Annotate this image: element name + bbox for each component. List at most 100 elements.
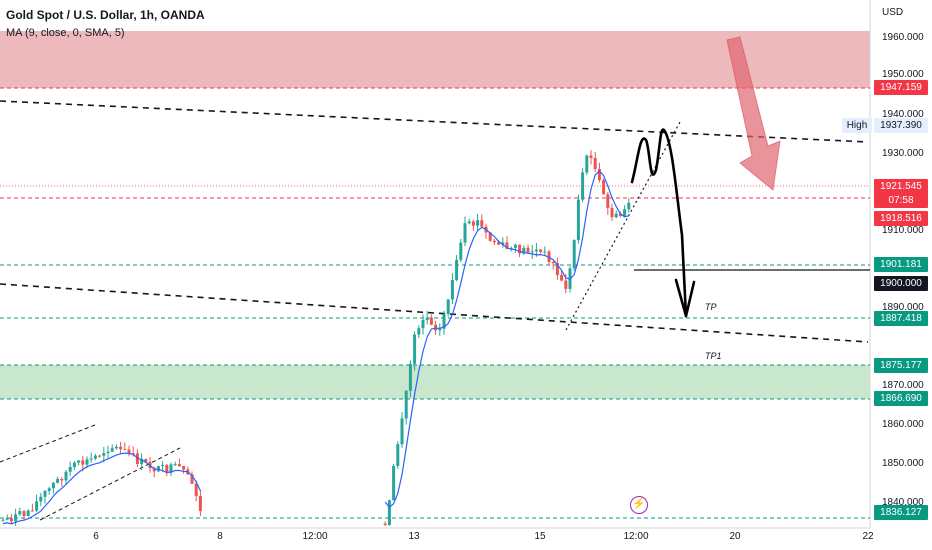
candle-body xyxy=(488,232,492,241)
time-tick: 8 xyxy=(217,531,223,542)
candle-body xyxy=(140,458,144,464)
candle-body xyxy=(400,418,404,445)
candle-body xyxy=(593,157,597,169)
tp1-label[interactable]: TP1 xyxy=(705,351,722,361)
candle-body xyxy=(602,180,606,195)
time-tick: 13 xyxy=(408,531,420,542)
candle-body xyxy=(5,518,9,520)
candle-body xyxy=(165,464,169,473)
resistance-zone[interactable] xyxy=(0,31,870,88)
price-tick: 1950.000 xyxy=(882,69,924,80)
candle-body xyxy=(518,244,522,254)
candle-body xyxy=(85,459,89,465)
candle-body xyxy=(572,240,576,269)
candle-body xyxy=(56,478,60,483)
candle-body xyxy=(30,510,34,512)
left-channel-lower[interactable] xyxy=(39,447,181,521)
candle-body xyxy=(144,458,148,462)
price-badge-1875[interactable]: 1875.177 xyxy=(874,358,928,373)
candle-body xyxy=(627,202,631,210)
candle-body xyxy=(543,251,547,253)
price-badge-1947[interactable]: 1947.159 xyxy=(874,80,928,95)
indicator-label[interactable]: MA (9, close, 0, SMA, 5) xyxy=(6,27,125,39)
candle-body xyxy=(526,247,530,253)
price-tick: 1850.000 xyxy=(882,458,924,469)
candle-body xyxy=(64,471,68,481)
candle-body xyxy=(471,221,475,226)
high-price-badge[interactable]: 1937.390 xyxy=(874,118,928,133)
channel-lower-line[interactable] xyxy=(0,283,869,343)
candle-body xyxy=(114,446,118,449)
candle-body xyxy=(610,207,614,218)
price-badge-1918[interactable]: 1918.516 xyxy=(874,211,928,226)
time-tick: 12:00 xyxy=(623,531,649,542)
candle-body xyxy=(623,209,627,216)
tp-label[interactable]: TP xyxy=(705,302,717,312)
symbol-title[interactable]: Gold Spot / U.S. Dollar, 1h, OANDA xyxy=(6,8,205,22)
candle-body xyxy=(450,280,454,300)
last-price-badge[interactable]: 1921.545 xyxy=(874,179,928,194)
candle-body xyxy=(560,274,564,281)
candle-body xyxy=(387,500,391,526)
candle-body xyxy=(530,251,534,253)
price-tick: 1840.000 xyxy=(882,497,924,508)
price-badge-1901[interactable]: 1901.181 xyxy=(874,257,928,272)
candle-body xyxy=(564,280,568,289)
candle-body xyxy=(47,488,51,492)
candle-body xyxy=(1,519,5,521)
projection-path[interactable] xyxy=(630,128,688,318)
candle-body xyxy=(51,482,55,489)
candle-body xyxy=(93,455,97,459)
candle-body xyxy=(198,496,202,512)
candle-body xyxy=(152,468,156,472)
candle-body xyxy=(22,511,26,516)
candle-body xyxy=(383,523,387,526)
candle-body xyxy=(39,496,43,502)
channel-upper-line[interactable] xyxy=(0,100,869,143)
candle-body xyxy=(505,242,509,249)
price-badge-1900[interactable]: 1900.000 xyxy=(874,276,928,291)
moving-average-line xyxy=(384,170,629,509)
lightning-bolt-icon[interactable]: ⚡ xyxy=(630,496,648,514)
candlestick-series[interactable] xyxy=(1,150,631,526)
candle-body xyxy=(119,446,123,450)
time-tick: 22 xyxy=(862,531,874,542)
candle-body xyxy=(438,328,442,331)
candle-body xyxy=(127,449,131,454)
candle-body xyxy=(476,220,480,226)
price-tick: 1870.000 xyxy=(882,380,924,391)
candle-body xyxy=(614,213,618,218)
price-badge-1887[interactable]: 1887.418 xyxy=(874,311,928,326)
candle-body xyxy=(425,317,429,321)
candle-body xyxy=(534,249,538,252)
candle-body xyxy=(60,478,64,481)
candle-body xyxy=(576,199,580,241)
rising-trendline[interactable] xyxy=(565,121,681,331)
support-zone[interactable] xyxy=(0,365,870,399)
down-arrow-icon[interactable] xyxy=(726,36,781,191)
candle-body xyxy=(501,242,505,245)
candle-body xyxy=(555,263,559,275)
price-badge-1866[interactable]: 1866.690 xyxy=(874,391,928,406)
candle-body xyxy=(429,317,433,325)
candle-body xyxy=(421,320,425,329)
candle-body xyxy=(194,483,198,497)
candle-body xyxy=(492,240,496,243)
candle-body xyxy=(26,510,30,516)
candle-body xyxy=(417,328,421,335)
candle-body xyxy=(18,511,22,515)
candle-body xyxy=(9,518,13,522)
price-tick: 1930.000 xyxy=(882,148,924,159)
left-channel-upper[interactable] xyxy=(0,424,96,463)
candle-body xyxy=(408,363,412,391)
candle-body xyxy=(161,464,165,467)
moving-average-line xyxy=(2,452,201,525)
candle-body xyxy=(522,247,526,254)
candle-body xyxy=(442,314,446,329)
candle-body xyxy=(131,453,135,455)
candle-body xyxy=(467,221,471,224)
price-tick: 1910.000 xyxy=(882,225,924,236)
currency-label[interactable]: USD xyxy=(882,7,904,18)
price-badge-1836[interactable]: 1836.127 xyxy=(874,505,928,520)
